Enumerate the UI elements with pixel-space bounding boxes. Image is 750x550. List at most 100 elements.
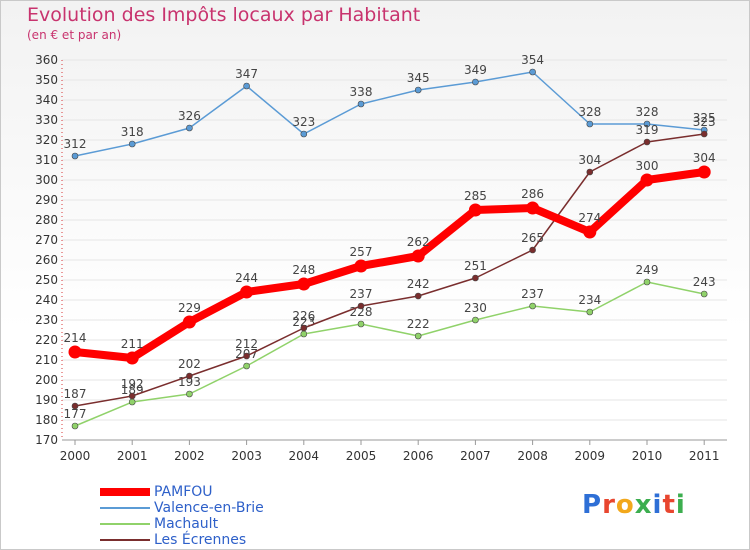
data-label: 319 [636,123,659,137]
y-tick-label: 170 [35,433,58,447]
logo-letter: i [652,490,663,520]
data-label: 237 [350,287,373,301]
data-label: 262 [407,235,430,249]
logo-letter: r [602,490,616,520]
data-point [529,68,536,76]
data-label: 211 [121,337,144,351]
data-point [468,203,482,217]
x-tick-label: 2005 [346,449,377,463]
x-tick-label: 2002 [174,449,205,463]
data-label: 244 [235,271,258,285]
y-tick-label: 340 [35,93,58,107]
data-label: 177 [64,407,87,421]
y-tick-label: 280 [35,213,58,227]
data-point [186,390,193,398]
y-tick-label: 190 [35,393,58,407]
data-point [71,402,79,410]
data-point [357,320,365,328]
logo-letter: i [675,490,686,520]
y-tick-label: 290 [35,193,58,207]
chart-title: Evolution des Impôts locaux par Habitant [27,4,421,26]
data-label: 237 [521,287,544,301]
data-point [71,422,79,430]
y-tick-label: 270 [35,233,58,247]
series-line [74,168,705,362]
data-point [529,302,536,310]
data-label: 214 [64,331,87,345]
y-tick-label: 350 [35,73,58,87]
x-tick-label: 2004 [289,449,320,463]
data-label: 318 [121,125,144,139]
data-point [643,138,651,146]
data-point [300,330,308,338]
data-point [414,332,422,340]
x-tick-label: 2007 [460,449,491,463]
data-label: 285 [464,189,487,203]
data-label: 222 [407,317,430,331]
y-tick-label: 300 [35,173,58,187]
data-point [472,274,479,282]
legend-swatch [100,539,150,541]
x-tick-label: 2000 [60,449,91,463]
data-label: 265 [521,231,544,245]
data-label: 304 [693,151,716,165]
data-label: 257 [350,245,373,259]
data-point [128,140,136,148]
data-point [643,120,651,128]
data-label: 234 [578,293,601,307]
data-label: 323 [693,115,716,129]
series-line [74,133,705,407]
data-point [300,324,308,332]
y-tick-label: 330 [35,113,58,127]
data-point [357,302,365,310]
data-label: 354 [521,53,544,67]
legend-label: Les Écrennes [154,532,247,548]
data-label: 325 [693,111,716,125]
data-point [128,392,136,400]
data-label: 338 [350,85,373,99]
data-point [243,362,250,370]
data-point [243,352,250,360]
data-point [529,246,536,254]
data-point [414,86,422,94]
y-tick-label: 210 [35,353,58,367]
data-label: 192 [121,377,144,391]
data-point [643,278,651,286]
data-point [300,130,308,138]
data-point [240,285,254,299]
y-tick-label: 200 [35,373,58,387]
data-label: 230 [464,301,487,315]
data-point [700,130,708,138]
series-line [74,71,705,157]
data-label: 251 [464,259,487,273]
x-tick-label: 2011 [689,449,720,463]
data-point [640,173,654,187]
data-label: 248 [292,263,315,277]
data-label: 229 [178,301,201,315]
data-point [586,308,594,316]
data-point [243,82,250,90]
y-tick-label: 310 [35,153,58,167]
y-tick-label: 240 [35,293,58,307]
data-point [700,290,708,298]
data-label: 345 [407,71,430,85]
data-label: 202 [178,357,201,371]
data-point [186,124,193,132]
data-label: 243 [693,275,716,289]
data-point [472,316,479,324]
data-point [586,168,594,176]
legend-label: PAMFOU [154,484,213,500]
x-tick-label: 2001 [117,449,148,463]
data-point [583,225,597,239]
legend-swatch [100,488,150,496]
data-label: 312 [64,137,87,151]
data-point [357,100,365,108]
x-tick-label: 2003 [231,449,262,463]
data-label: 326 [178,109,201,123]
data-point [182,315,196,329]
data-label: 242 [407,277,430,291]
y-tick-label: 250 [35,273,58,287]
chart-subtitle: (en € et par an) [27,28,122,42]
